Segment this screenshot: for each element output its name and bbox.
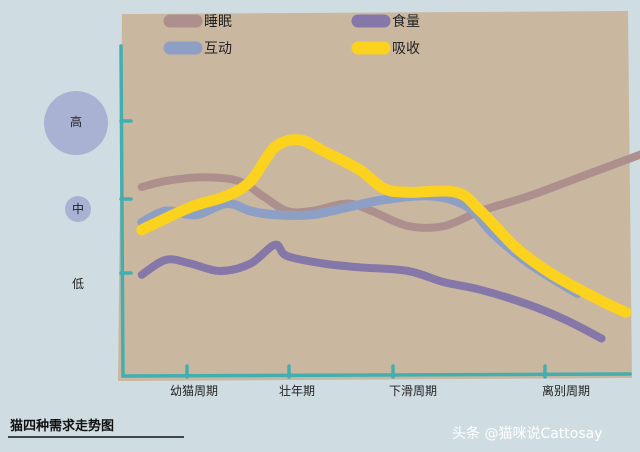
y-axis	[119, 44, 125, 378]
level-circle	[65, 196, 91, 222]
legend-label: 吸收	[392, 41, 420, 57]
level-circle	[44, 91, 108, 155]
legend-label: 食量	[392, 13, 420, 30]
x-tick-label: 离别周期	[542, 383, 590, 398]
plot-area	[118, 11, 632, 381]
x-tick-label: 壮年期	[279, 384, 315, 398]
legend-label: 睡眠	[204, 14, 232, 30]
chart-title: 猫四种需求走势图	[10, 418, 114, 434]
series-line-食量	[137, 240, 606, 343]
y-level-label: 中	[72, 201, 84, 216]
x-axis	[121, 372, 632, 378]
series-lines	[136, 134, 640, 343]
credit-text: 头条 @猫咪说Cattosay	[452, 425, 603, 442]
y-level-label: 低	[72, 277, 84, 291]
x-tick-label: 下滑周期	[389, 384, 437, 398]
y-level-label: 高	[70, 114, 82, 129]
series-line-互动	[137, 191, 582, 298]
x-axis-labels: 幼猫周期 壮年期 下滑周期 离别周期	[170, 383, 590, 398]
y-axis-ticks	[119, 119, 133, 275]
legend-label: 互动	[204, 41, 232, 57]
series-line-吸收	[136, 134, 632, 318]
x-axis-ticks	[185, 364, 547, 379]
x-tick-label: 幼猫周期	[170, 384, 218, 398]
y-level-labels: 低中高	[44, 91, 108, 291]
